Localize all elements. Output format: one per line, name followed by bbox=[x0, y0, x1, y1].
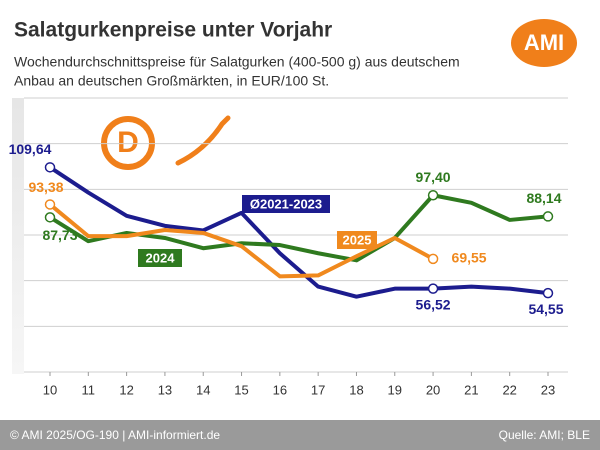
badge-text: D bbox=[117, 126, 139, 159]
point-marker bbox=[542, 287, 554, 299]
footer bbox=[0, 420, 600, 450]
data-label: 69,55 bbox=[452, 250, 487, 266]
point-marker bbox=[427, 190, 439, 201]
legend-label: Ø2021-2023 bbox=[250, 196, 322, 211]
x-tick-label: 10 bbox=[43, 382, 57, 397]
x-tick-label: 22 bbox=[502, 382, 516, 397]
data-label: 93,38 bbox=[28, 179, 63, 195]
x-tick-label: 17 bbox=[311, 382, 325, 397]
legend-label: 2024 bbox=[146, 250, 176, 265]
subtitle: Anbau an deutschen Großmärkten, in EUR/1… bbox=[14, 73, 329, 89]
x-tick-label: 15 bbox=[234, 382, 248, 397]
chart-title: Salatgurkenpreise unter Vorjahr bbox=[14, 19, 332, 42]
point-marker bbox=[542, 211, 554, 222]
badge-swoosh bbox=[175, 115, 231, 166]
legend-box bbox=[242, 195, 330, 213]
data-label: 56,52 bbox=[416, 296, 451, 312]
legend-box bbox=[337, 231, 377, 249]
x-tick-label: 19 bbox=[388, 382, 402, 397]
data-label: 97,40 bbox=[416, 169, 451, 185]
point-marker bbox=[427, 253, 439, 265]
data-label: 87,73 bbox=[42, 227, 77, 243]
x-tick-label: 13 bbox=[158, 382, 172, 397]
legend-box bbox=[138, 249, 182, 267]
series-line bbox=[48, 165, 549, 299]
badge bbox=[101, 116, 155, 170]
data-label: 54,55 bbox=[528, 301, 563, 317]
x-tick-label: 16 bbox=[273, 382, 287, 397]
x-tick-label: 23 bbox=[541, 382, 555, 397]
series-line bbox=[48, 202, 435, 279]
x-tick-label: 11 bbox=[82, 382, 96, 397]
logo-text: AMI bbox=[524, 30, 564, 55]
x-tick-label: 18 bbox=[349, 382, 363, 397]
x-tick-label: 12 bbox=[119, 382, 133, 397]
legend-label: 2025 bbox=[343, 232, 372, 247]
x-tick-label: 20 bbox=[426, 382, 440, 397]
logo bbox=[511, 19, 577, 67]
data-label: 109,64 bbox=[9, 141, 52, 157]
x-tick-label: 14 bbox=[196, 382, 210, 397]
point-marker bbox=[44, 199, 56, 210]
data-label: 88,14 bbox=[526, 190, 561, 206]
footer-right: Quelle: AMI; BLE bbox=[499, 428, 590, 442]
x-tick-label: 21 bbox=[464, 382, 478, 397]
footer-left: © AMI 2025/OG-190 | AMI-informiert.de bbox=[10, 428, 220, 442]
subtitle: Wochendurchschnittspreise für Salatgurke… bbox=[14, 54, 460, 70]
point-marker bbox=[44, 162, 56, 173]
point-marker bbox=[44, 212, 56, 223]
point-marker bbox=[427, 283, 439, 294]
